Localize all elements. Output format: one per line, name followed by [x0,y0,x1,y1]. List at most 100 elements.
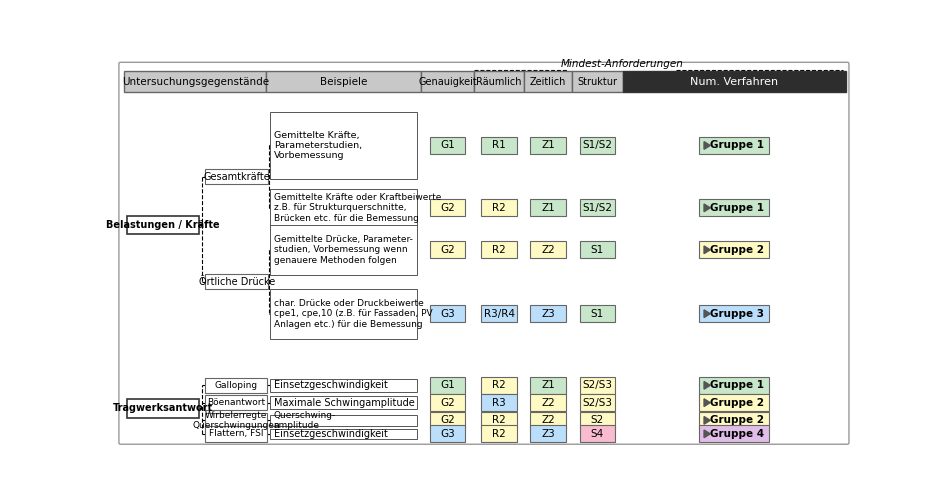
Text: Belastungen / Kräfte: Belastungen / Kräfte [106,220,220,230]
Bar [579,394,615,411]
Bar [480,412,516,429]
Bar [270,112,417,180]
Bar [127,399,198,417]
Text: R3/R4: R3/R4 [483,308,514,318]
Text: Zeitlich: Zeitlich [530,76,565,86]
Text: Tragwerksantwort: Tragwerksantwort [113,404,213,413]
Bar [205,274,268,289]
Text: Z3: Z3 [541,308,554,318]
Text: S2/S3: S2/S3 [582,398,612,407]
Bar [524,71,572,92]
Bar [579,242,615,258]
Text: Querschwing-
amplitude: Querschwing- amplitude [274,410,336,430]
Bar [699,412,768,429]
Text: S1: S1 [590,245,603,255]
Text: S4: S4 [590,429,603,439]
Text: Maximale Schwingamplitude: Maximale Schwingamplitude [274,398,414,407]
Text: Gruppe 1: Gruppe 1 [710,140,764,150]
Bar [579,200,615,216]
Bar [270,288,417,339]
Text: S2: S2 [590,416,603,426]
Text: G2: G2 [440,203,454,213]
Polygon shape [703,382,710,389]
Bar [270,429,417,439]
Text: S1: S1 [590,308,603,318]
Text: Z1: Z1 [541,380,554,390]
Text: R2: R2 [492,416,505,426]
Bar [430,426,464,442]
Text: char. Drücke oder Druckbeiwerte
cpe1, cpe,10 (z.B. für Fassaden, PV
Anlagen etc.: char. Drücke oder Druckbeiwerte cpe1, cp… [274,299,432,328]
Text: R3: R3 [492,398,505,407]
Text: Z3: Z3 [541,429,554,439]
Text: Gruppe 1: Gruppe 1 [710,203,764,213]
Text: R2: R2 [492,429,505,439]
Bar [205,412,266,428]
Text: Flattern, FSI: Flattern, FSI [209,430,262,438]
Text: G1: G1 [440,380,454,390]
Text: R2: R2 [492,203,505,213]
Text: Genauigkeit: Genauigkeit [417,76,477,86]
Text: Z1: Z1 [541,140,554,150]
Bar [480,200,516,216]
Bar [530,377,565,394]
Text: S1/S2: S1/S2 [582,203,612,213]
Polygon shape [703,246,710,254]
Bar [699,377,768,394]
Text: R2: R2 [492,380,505,390]
Text: Struktur: Struktur [577,76,616,86]
Bar [125,71,266,92]
Text: Örtliche Drücke: Örtliche Drücke [198,277,275,287]
Text: Gruppe 3: Gruppe 3 [710,308,764,318]
Polygon shape [703,399,710,406]
Bar [205,378,266,393]
Bar [579,137,615,154]
Bar [430,305,464,322]
Polygon shape [703,142,710,150]
Bar [270,188,417,227]
Text: Num. Verfahren: Num. Verfahren [689,76,778,86]
Text: Einsetzgeschwindigkeit: Einsetzgeschwindigkeit [274,429,387,439]
Bar [473,71,524,92]
Bar [530,137,565,154]
Bar [480,242,516,258]
Text: S2/S3: S2/S3 [582,380,612,390]
Bar [530,426,565,442]
Text: S1/S2: S1/S2 [582,140,612,150]
Bar [421,71,473,92]
Text: Gruppe 4: Gruppe 4 [710,429,764,439]
Text: Gemittelte Drücke, Parameter-
studien, Vorbemessung wenn
genauere Methoden folge: Gemittelte Drücke, Parameter- studien, V… [274,235,413,264]
Text: Böenantwort: Böenantwort [207,398,264,407]
Text: Z2: Z2 [541,416,554,426]
Text: R2: R2 [492,245,505,255]
Text: G3: G3 [440,429,454,439]
Text: Mindest-Anforderungen: Mindest-Anforderungen [560,59,683,69]
Bar [699,200,768,216]
Bar [699,426,768,442]
Text: G3: G3 [440,308,454,318]
Bar [622,71,845,92]
Text: Räumlich: Räumlich [476,76,521,86]
Text: Gruppe 2: Gruppe 2 [710,398,764,407]
Bar [270,396,417,409]
Bar [430,137,464,154]
Bar [480,426,516,442]
Bar [266,71,421,92]
Text: R1: R1 [492,140,505,150]
Bar [530,394,565,411]
Bar [530,242,565,258]
Text: Gemittelte Kräfte,
Parameterstudien,
Vorbemessung: Gemittelte Kräfte, Parameterstudien, Vor… [274,130,362,160]
Text: Z1: Z1 [541,203,554,213]
Text: G2: G2 [440,398,454,407]
Bar [270,379,417,392]
Bar [205,426,266,442]
Text: Z2: Z2 [541,245,554,255]
Text: Z2: Z2 [541,398,554,407]
Bar [270,415,417,426]
Text: Gesamtkräfte: Gesamtkräfte [203,172,270,181]
Bar [205,169,268,184]
Bar [579,412,615,429]
Text: Einsetzgeschwindigkeit: Einsetzgeschwindigkeit [274,380,387,390]
Bar [480,137,516,154]
Bar [480,377,516,394]
FancyBboxPatch shape [119,62,848,444]
